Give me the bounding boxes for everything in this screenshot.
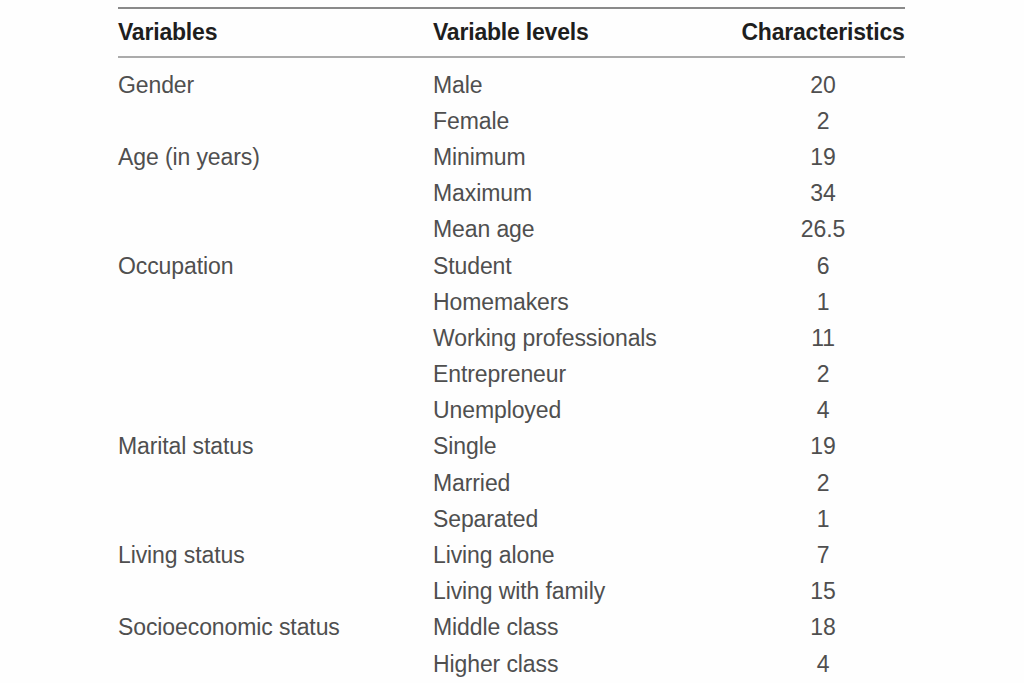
value-cell: 18 [741, 614, 905, 641]
level-cell: Minimum [433, 144, 741, 171]
value-cell: 20 [741, 72, 905, 99]
table-row: Age (in years) Minimum 19 [118, 139, 905, 175]
variable-cell: Socioeconomic status [118, 614, 433, 641]
value-cell: 1 [741, 506, 905, 533]
value-cell: 7 [741, 542, 905, 569]
level-cell: Living with family [433, 578, 741, 605]
level-cell: Single [433, 433, 741, 460]
column-header-characteristics: Characteristics [741, 19, 905, 46]
table-header-row: Variables Variable levels Characteristic… [118, 9, 905, 56]
value-cell: 15 [741, 578, 905, 605]
table-row: Female 2 [118, 103, 905, 139]
variable-cell: Age (in years) [118, 144, 433, 171]
variable-cell: Occupation [118, 253, 433, 280]
level-cell: Female [433, 108, 741, 135]
table-row: Marital status Single 19 [118, 429, 905, 465]
table-row: Occupation Student 6 [118, 248, 905, 284]
table-row: Separated 1 [118, 501, 905, 537]
demographics-table: Variables Variable levels Characteristic… [118, 0, 905, 682]
table-row: Entrepreneur 2 [118, 357, 905, 393]
level-cell: Living alone [433, 542, 741, 569]
variable-cell: Living status [118, 542, 433, 569]
table-row: Higher class 4 [118, 646, 905, 682]
value-cell: 2 [741, 361, 905, 388]
level-cell: Married [433, 470, 741, 497]
column-header-variables: Variables [118, 19, 433, 46]
level-cell: Male [433, 72, 741, 99]
value-cell: 2 [741, 470, 905, 497]
table-row: Mean age 26.5 [118, 212, 905, 248]
value-cell: 4 [741, 397, 905, 424]
value-cell: 1 [741, 289, 905, 316]
variable-cell: Marital status [118, 433, 433, 460]
level-cell: Higher class [433, 651, 741, 678]
value-cell: 4 [741, 651, 905, 678]
column-header-variable-levels: Variable levels [433, 19, 741, 46]
level-cell: Mean age [433, 216, 741, 243]
table-row: Working professionals 11 [118, 320, 905, 356]
value-cell: 2 [741, 108, 905, 135]
level-cell: Unemployed [433, 397, 741, 424]
value-cell: 6 [741, 253, 905, 280]
table-row: Homemakers 1 [118, 284, 905, 320]
table-row: Living status Living alone 7 [118, 537, 905, 573]
value-cell: 11 [741, 325, 905, 352]
page: Variables Variable levels Characteristic… [0, 0, 1024, 683]
table-body: Gender Male 20 Female 2 Age (in years) M… [118, 58, 905, 682]
level-cell: Homemakers [433, 289, 741, 316]
table-row: Socioeconomic status Middle class 18 [118, 610, 905, 646]
value-cell: 34 [741, 180, 905, 207]
table-row: Unemployed 4 [118, 393, 905, 429]
level-cell: Maximum [433, 180, 741, 207]
table-row: Maximum 34 [118, 176, 905, 212]
level-cell: Entrepreneur [433, 361, 741, 388]
level-cell: Middle class [433, 614, 741, 641]
level-cell: Separated [433, 506, 741, 533]
value-cell: 19 [741, 144, 905, 171]
table-row: Living with family 15 [118, 574, 905, 610]
value-cell: 26.5 [741, 216, 905, 243]
variable-cell: Gender [118, 72, 433, 99]
table-row: Gender Male 20 [118, 67, 905, 103]
table-row: Married 2 [118, 465, 905, 501]
value-cell: 19 [741, 433, 905, 460]
level-cell: Working professionals [433, 325, 741, 352]
level-cell: Student [433, 253, 741, 280]
